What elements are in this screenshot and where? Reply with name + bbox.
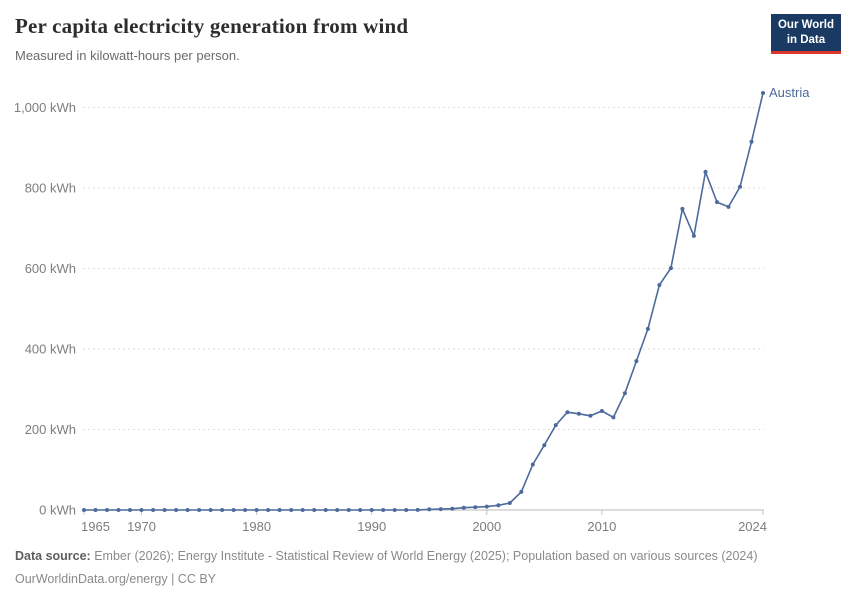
x-axis-label: 2010 bbox=[587, 519, 616, 534]
data-point[interactable] bbox=[530, 462, 535, 467]
page-title: Per capita electricity generation from w… bbox=[15, 14, 409, 38]
x-axis-label: 1980 bbox=[242, 519, 271, 534]
data-point[interactable] bbox=[404, 508, 409, 512]
y-axis-label: 0 kWh bbox=[39, 503, 76, 518]
data-point[interactable] bbox=[93, 508, 98, 512]
data-point[interactable] bbox=[496, 503, 501, 508]
data-point[interactable] bbox=[645, 326, 650, 331]
chart-footer: Data source: Ember (2026); Energy Instit… bbox=[15, 545, 835, 590]
data-point[interactable] bbox=[162, 508, 167, 512]
y-axis-label: 400 kWh bbox=[25, 342, 76, 357]
data-point[interactable] bbox=[738, 184, 742, 189]
x-axis-label: 1965 bbox=[81, 519, 110, 534]
data-point[interactable] bbox=[82, 508, 86, 512]
data-point[interactable] bbox=[622, 391, 627, 396]
data-point[interactable] bbox=[668, 266, 673, 271]
data-point[interactable] bbox=[599, 409, 604, 413]
data-point[interactable] bbox=[749, 139, 754, 144]
data-point[interactable] bbox=[346, 508, 351, 512]
data-point[interactable] bbox=[576, 411, 581, 416]
data-point[interactable] bbox=[657, 283, 662, 287]
data-point[interactable] bbox=[691, 233, 696, 238]
data-point[interactable] bbox=[634, 359, 639, 364]
owid-logo[interactable]: Our World in Data bbox=[770, 14, 841, 54]
x-axis-label: 2000 bbox=[472, 519, 501, 534]
x-axis-label: 1970 bbox=[127, 519, 156, 534]
y-axis-label: 600 kWh bbox=[25, 261, 76, 276]
data-point[interactable] bbox=[231, 508, 236, 512]
y-axis-label: 1,000 kWh bbox=[14, 100, 76, 115]
data-point[interactable] bbox=[116, 508, 121, 512]
data-point[interactable] bbox=[761, 91, 765, 95]
data-point[interactable] bbox=[450, 506, 455, 511]
data-point[interactable] bbox=[726, 204, 731, 209]
data-point[interactable] bbox=[151, 508, 156, 512]
data-point[interactable] bbox=[312, 508, 317, 512]
data-point[interactable] bbox=[473, 505, 478, 510]
data-point[interactable] bbox=[553, 423, 558, 428]
data-point[interactable] bbox=[519, 489, 524, 494]
data-point[interactable] bbox=[438, 507, 443, 512]
data-point[interactable] bbox=[185, 508, 190, 512]
license-line: OurWorldinData.org/energy | CC BY bbox=[15, 571, 217, 586]
data-point[interactable] bbox=[254, 508, 259, 512]
data-point[interactable] bbox=[507, 501, 512, 505]
data-point[interactable] bbox=[277, 508, 282, 512]
data-point[interactable] bbox=[335, 508, 340, 512]
data-source-text: Ember (2026); Energy Institute - Statist… bbox=[90, 549, 758, 563]
data-point[interactable] bbox=[715, 200, 719, 205]
page-subtitle: Measured in kilowatt-hours per person. bbox=[15, 48, 240, 63]
entity-label[interactable]: Austria bbox=[769, 85, 810, 100]
data-point[interactable] bbox=[680, 206, 685, 211]
data-point[interactable] bbox=[220, 508, 225, 512]
data-point[interactable] bbox=[703, 169, 708, 174]
data-point[interactable] bbox=[427, 507, 432, 512]
data-point[interactable] bbox=[300, 508, 305, 512]
x-axis-label: 2024 bbox=[738, 519, 767, 534]
data-point[interactable] bbox=[289, 508, 294, 512]
data-point[interactable] bbox=[128, 508, 132, 512]
x-axis-label: 1990 bbox=[357, 519, 386, 534]
data-point[interactable] bbox=[542, 443, 547, 448]
data-point[interactable] bbox=[415, 507, 420, 512]
data-point[interactable] bbox=[461, 505, 466, 510]
data-point[interactable] bbox=[358, 508, 363, 512]
data-point[interactable] bbox=[369, 508, 374, 512]
data-line[interactable] bbox=[84, 92, 764, 511]
owid-logo-line1: Our World bbox=[777, 19, 834, 31]
data-source-line: Data source: Ember (2026); Energy Instit… bbox=[15, 545, 835, 568]
data-point[interactable] bbox=[392, 508, 397, 512]
y-axis-label: 800 kWh bbox=[25, 181, 76, 196]
data-point[interactable] bbox=[243, 508, 248, 512]
owid-logo-line2: in Data bbox=[786, 33, 826, 46]
data-point[interactable] bbox=[565, 410, 570, 415]
y-axis-label: 200 kWh bbox=[25, 422, 76, 437]
data-point[interactable] bbox=[208, 508, 213, 512]
data-point[interactable] bbox=[381, 508, 386, 512]
data-point[interactable] bbox=[197, 508, 202, 512]
data-point[interactable] bbox=[266, 508, 271, 512]
data-point[interactable] bbox=[484, 504, 489, 509]
data-point[interactable] bbox=[588, 413, 593, 418]
data-point[interactable] bbox=[105, 508, 109, 512]
data-point[interactable] bbox=[611, 415, 616, 420]
data-point[interactable] bbox=[174, 508, 179, 512]
data-point[interactable] bbox=[323, 508, 328, 512]
data-point[interactable] bbox=[139, 508, 144, 512]
data-source-label: Data source: bbox=[15, 549, 91, 563]
